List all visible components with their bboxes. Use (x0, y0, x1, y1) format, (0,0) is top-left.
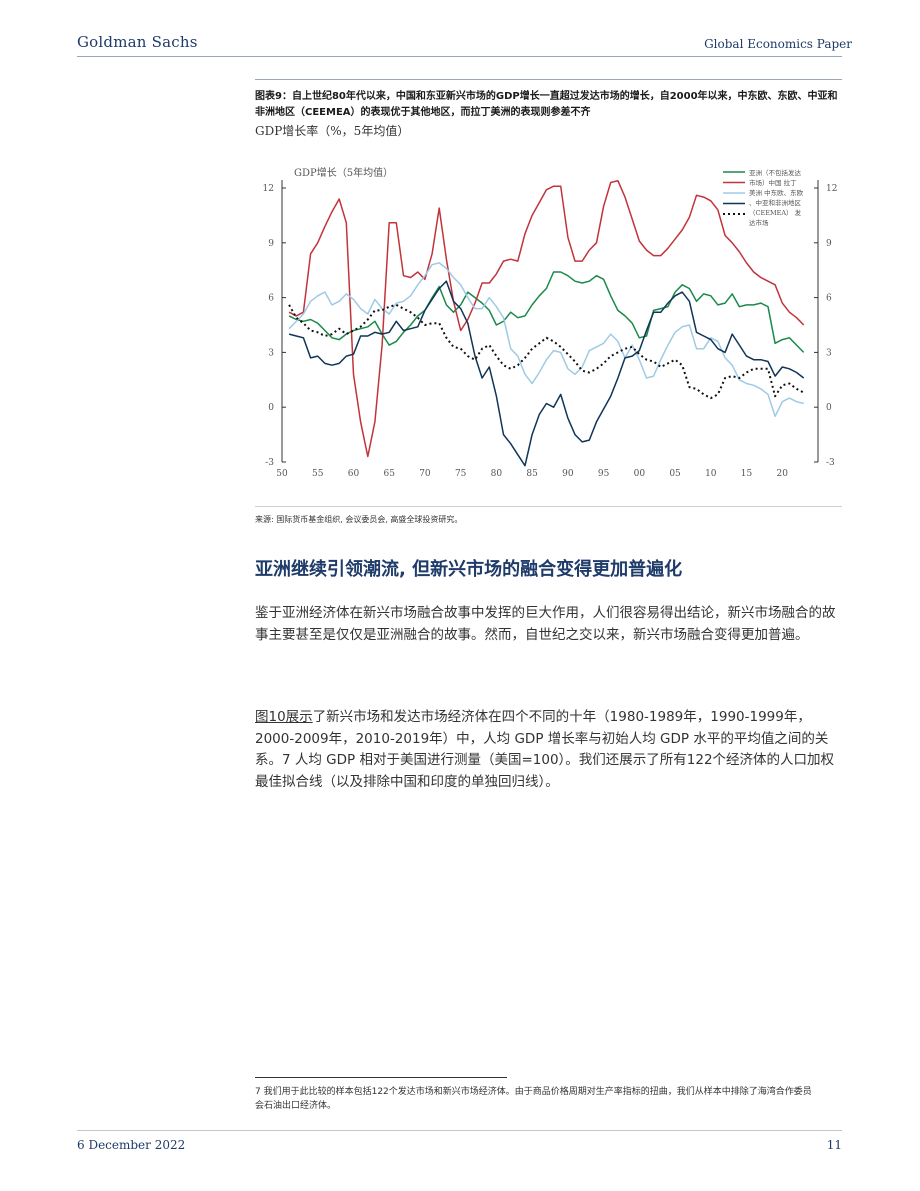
x-tick-label: 75 (455, 469, 467, 479)
figure-subtitle: GDP增长率（%，5年均值） (255, 124, 410, 138)
x-tick-label: 60 (348, 469, 360, 479)
y-tick-label-right: 0 (826, 403, 832, 413)
x-tick-label: 70 (419, 469, 431, 479)
y-tick-label-left: 9 (268, 239, 274, 249)
x-tick-label: 20 (777, 469, 789, 479)
body-paragraph: 图10展示了新兴市场和发达市场经济体在四个不同的十年（1980-1989年，19… (255, 707, 843, 793)
legend-label: 美洲 中东欧、东欧 (749, 188, 804, 197)
y-tick-label-right: 3 (826, 348, 832, 358)
footer-rule (77, 1130, 842, 1131)
figure-top-rule (255, 79, 842, 80)
page-number: 11 (826, 1138, 842, 1152)
y-tick-label-left: -3 (265, 458, 274, 468)
body-paragraph-text: 了新兴市场和发达市场经济体在四个不同的十年（1980-1989年，1990-19… (255, 709, 835, 790)
legend-label: 市场）中国 拉丁 (749, 178, 797, 187)
y-tick-label-left: 12 (263, 184, 274, 194)
y-tick-label-left: 3 (268, 348, 274, 358)
figure-title: 图表9：自上世纪80年代以来，中国和东亚新兴市场的GDP增长一直超过发达市场的增… (255, 91, 838, 118)
footnote: 7 我们用于此比较的样本包括122个发达市场和新兴市场经济体。由于商品价格周期对… (255, 1087, 812, 1111)
series-line-0 (288, 271, 805, 353)
footer-date: 6 December 2022 (77, 1138, 186, 1152)
x-tick-label: 10 (705, 469, 717, 479)
header-rule (77, 56, 842, 57)
legend-label: （CEEMEA） 发 (749, 208, 802, 217)
y-tick-label-right: 12 (826, 184, 837, 194)
figure-10-link[interactable]: 图10展示 (255, 709, 313, 725)
figure-bottom-rule (255, 506, 842, 507)
x-tick-label: 00 (634, 469, 646, 479)
legend-label: 亚洲（不包括发达 (749, 168, 802, 177)
series-line-2 (288, 262, 804, 418)
y-tick-label-left: 6 (268, 294, 274, 304)
x-tick-label: 95 (598, 469, 610, 479)
legend-label: 达市场 (749, 218, 769, 227)
y-axis-inner-label: GDP增长（5年均值） (294, 166, 393, 179)
x-tick-label: 90 (562, 469, 574, 479)
x-tick-label: 65 (383, 469, 395, 479)
document-type: Global Economics Paper (704, 37, 852, 51)
x-tick-label: 05 (669, 469, 681, 479)
legend-label: 、中亚和非洲地区 (749, 198, 802, 207)
y-tick-label-right: -3 (826, 458, 835, 468)
body-paragraph: 鉴于亚洲经济体在新兴市场融合故事中发挥的巨大作用，人们很容易得出结论，新兴市场融… (255, 605, 836, 643)
x-tick-label: 55 (312, 469, 324, 479)
series-line-3 (288, 280, 805, 467)
brand-logo: Goldman Sachs (77, 33, 198, 51)
chart-series (288, 179, 805, 467)
series-line-1 (288, 179, 805, 458)
figure-source: 来源: 国际货币基金组织, 会议委员会, 高盛全球投资研究。 (255, 515, 463, 524)
x-tick-label: 80 (491, 469, 503, 479)
y-tick-label-left: 0 (268, 403, 274, 413)
series-line-4 (288, 303, 805, 400)
x-tick-label: 50 (276, 469, 288, 479)
y-tick-label-right: 6 (826, 294, 832, 304)
section-heading: 亚洲继续引领潮流, 但新兴市场的融合变得更加普遍化 (255, 559, 683, 580)
x-tick-label: 15 (741, 469, 753, 479)
footnote-rule (255, 1077, 507, 1078)
y-tick-label-right: 9 (826, 239, 832, 249)
x-tick-label: 85 (526, 469, 538, 479)
